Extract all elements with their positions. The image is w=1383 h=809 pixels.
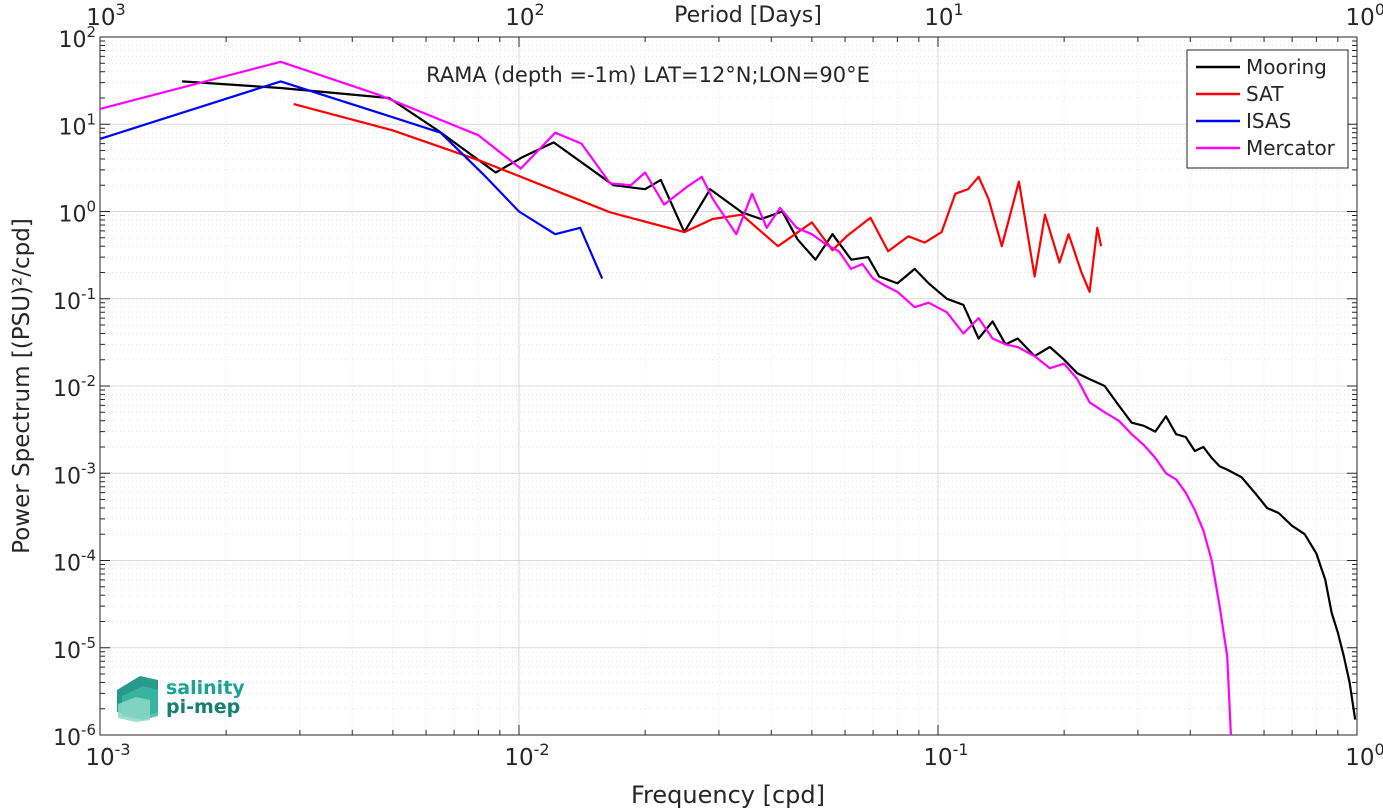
logo-line-1: salinity	[166, 677, 245, 699]
y-tick-label: 10-3	[53, 459, 96, 489]
y-axis-label: Power Spectrum [(PSU)²/cpd]	[9, 218, 35, 554]
x-tick-label: 10-3	[85, 740, 130, 771]
x-tick-label: 10-2	[504, 740, 549, 771]
series-line-mooring	[182, 80, 1357, 720]
y-tick-label: 10-4	[53, 547, 96, 577]
y-tick-label: 10-5	[53, 634, 96, 664]
y-tick-label: 10-1	[53, 285, 96, 315]
logo-mark-icon	[117, 676, 158, 722]
legend-label-isas: ISAS	[1246, 109, 1291, 133]
top-x-tick-label: 100	[1346, 0, 1383, 31]
legend-label-sat: SAT	[1246, 82, 1284, 106]
salinity-pi-mep-logo: salinity pi-mep	[117, 676, 245, 722]
y-tick-label: 101	[58, 110, 96, 140]
logo-line-2: pi-mep	[166, 696, 240, 718]
series-line-sat	[293, 103, 1103, 293]
tick-marks	[99, 36, 1358, 736]
series-lines	[99, 60, 1357, 736]
top-x-tick-label: 101	[924, 0, 963, 31]
top-x-axis-label: Period [Days]	[674, 3, 822, 28]
grid	[100, 37, 1357, 735]
series-line-mercator	[99, 60, 1232, 736]
legend: Mooring SAT ISAS Mercator	[1186, 49, 1349, 169]
legend-label-mercator: Mercator	[1246, 136, 1336, 160]
x-tick-label: 100	[1345, 740, 1383, 771]
legend-label-mooring: Mooring	[1246, 55, 1327, 79]
top-x-tick-label: 102	[505, 0, 544, 31]
chart-title: RAMA (depth =-1m) LAT=12°N;LON=90°E	[426, 63, 870, 87]
y-tick-label: 100	[58, 198, 96, 228]
x-tick-label: 10-1	[923, 740, 968, 771]
y-tick-label: 10-6	[53, 721, 96, 751]
top-x-tick-label: 103	[86, 0, 125, 31]
series-line-isas	[99, 80, 604, 280]
y-tick-label: 102	[58, 23, 96, 53]
x-axis-label: Frequency [cpd]	[631, 781, 825, 809]
y-tick-label: 10-2	[53, 372, 96, 402]
